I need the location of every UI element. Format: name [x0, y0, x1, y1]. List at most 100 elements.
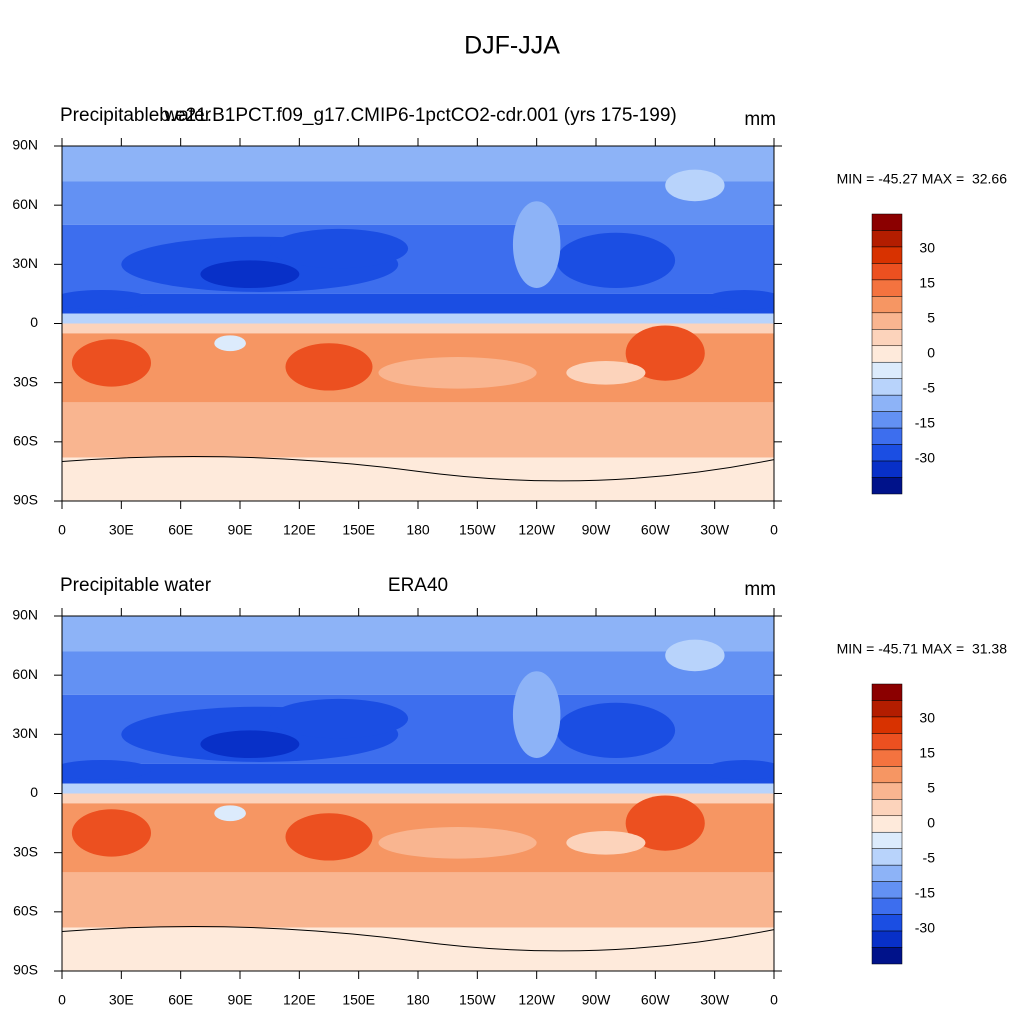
colorbar-box — [871, 477, 903, 495]
lon-label: 150W — [459, 522, 496, 538]
lon-label: 60E — [168, 522, 193, 538]
field-blob — [62, 289, 151, 310]
colorbar-label: -5 — [923, 850, 936, 866]
colorbar-box — [871, 733, 903, 751]
lon-label: 90W — [582, 992, 612, 1008]
colorbar-box — [871, 460, 903, 478]
lat-label: 30S — [13, 843, 38, 859]
lon-label: 150E — [342, 992, 375, 1008]
colorbar-box — [871, 700, 903, 718]
colorbar-box — [871, 230, 903, 248]
field-blob — [378, 357, 537, 389]
field-blob — [556, 702, 676, 759]
lon-label: 30E — [109, 522, 134, 538]
lat-label: 90S — [13, 492, 38, 508]
colorbar-box — [871, 864, 903, 882]
field-blob — [214, 805, 246, 822]
colorbar-label: 30 — [919, 710, 935, 726]
field-band — [62, 457, 774, 501]
lon-label: 150W — [459, 992, 496, 1008]
colorbar-box — [871, 799, 903, 817]
colorbar-box — [871, 394, 903, 412]
colorbar-label: -15 — [915, 415, 935, 431]
field-blob — [200, 730, 300, 758]
colorbar-box — [871, 411, 903, 429]
coastline — [62, 925, 774, 952]
field-blob — [285, 813, 373, 861]
field-blob — [200, 260, 300, 289]
lon-label: 150E — [342, 522, 375, 538]
colorbar-box — [871, 831, 903, 849]
lon-label: 180 — [406, 522, 430, 538]
lat-label: 90N — [12, 137, 38, 153]
field-blob — [269, 698, 409, 739]
colorbar-label: 15 — [919, 745, 935, 761]
field-blob — [625, 795, 705, 851]
field-blob — [512, 671, 561, 758]
lon-label: 180 — [406, 992, 430, 1008]
field-band — [62, 763, 774, 784]
field-blob — [704, 289, 774, 310]
colorbar-box — [871, 345, 903, 363]
field-band — [62, 872, 774, 928]
field-band — [62, 293, 774, 314]
colorbar-label: 5 — [927, 780, 935, 796]
colorbar-box — [871, 279, 903, 297]
field-band — [62, 616, 774, 652]
colorbar-box — [871, 378, 903, 396]
field-blob — [566, 360, 646, 385]
left-string: Precipitable water — [60, 105, 212, 126]
lon-label: 90W — [582, 522, 612, 538]
coastline — [62, 455, 774, 482]
field-band — [62, 927, 774, 971]
colorbar-box — [871, 815, 903, 833]
colorbar-label: -5 — [923, 380, 936, 396]
field-blob — [71, 809, 151, 857]
field-blob — [665, 639, 725, 672]
left-string: Precipitable water — [60, 575, 212, 596]
colorbar-box — [871, 361, 903, 379]
field-band — [62, 323, 774, 334]
field-blob — [285, 343, 373, 391]
colorbar-box — [871, 782, 903, 800]
colorbar-box — [871, 766, 903, 784]
lat-label: 0 — [30, 314, 38, 330]
lat-label: 30N — [12, 255, 38, 271]
lon-label: 30W — [700, 992, 730, 1008]
colorbar-box — [871, 881, 903, 899]
lat-label: 60S — [13, 433, 38, 449]
colorbar-label: 5 — [927, 310, 935, 326]
field-band — [62, 402, 774, 458]
colorbar-box — [871, 848, 903, 866]
field-blob — [214, 335, 246, 352]
colorbar-label: 30 — [919, 240, 935, 256]
field-blob — [269, 228, 409, 269]
field-band — [62, 651, 774, 695]
lat-label: 90S — [13, 962, 38, 978]
center-string: ERA40 — [388, 575, 448, 596]
lon-label: 0 — [770, 992, 778, 1008]
lon-label: 90E — [228, 522, 253, 538]
colorbar-box — [871, 947, 903, 965]
field-blob — [62, 759, 151, 780]
lat-label: 60S — [13, 903, 38, 919]
colorbar-label: -30 — [915, 450, 935, 466]
lon-label: 60W — [641, 522, 671, 538]
lon-label: 60W — [641, 992, 671, 1008]
field-band — [62, 146, 774, 182]
center-string: b.e21.B1PCT.f09_g17.CMIP6-1pctCO2-cdr.00… — [159, 105, 677, 126]
colorbar-box — [871, 246, 903, 264]
lat-label: 30N — [12, 725, 38, 741]
colorbar-label: 0 — [927, 345, 935, 361]
lon-label: 30E — [109, 992, 134, 1008]
colorbar-box — [871, 329, 903, 347]
map-field — [62, 146, 774, 501]
field-blob — [512, 201, 561, 288]
stats: MIN = -45.71 MAX = 31.38 — [837, 641, 1008, 657]
map-field — [62, 616, 774, 971]
colorbar-box — [871, 683, 903, 701]
lon-label: 120E — [283, 522, 316, 538]
lat-label: 30S — [13, 373, 38, 389]
field-blob — [566, 830, 646, 855]
